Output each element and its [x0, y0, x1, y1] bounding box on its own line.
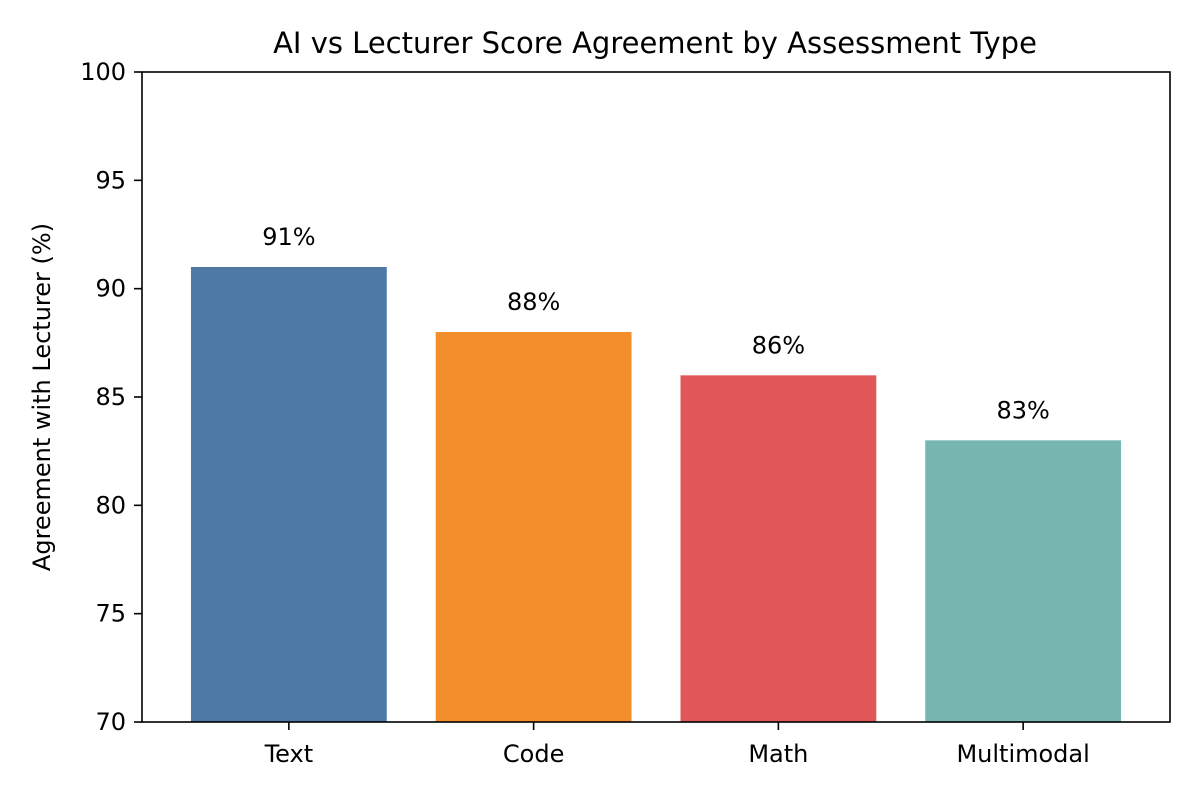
bar-math	[680, 375, 877, 722]
plot-area-frame	[141, 71, 1171, 723]
value-label-math: 86%	[752, 331, 805, 359]
x-tick-label-math: Math	[748, 740, 808, 768]
y-tick-label-85: 85	[95, 383, 126, 411]
y-tick-label-70: 70	[95, 708, 126, 736]
value-label-text: 91%	[262, 223, 315, 251]
bar-text	[190, 267, 387, 722]
y-tick-label-100: 100	[80, 58, 126, 86]
y-tick-label-75: 75	[95, 600, 126, 628]
x-axis-ticks: Text Code Math Multimodal	[264, 722, 1090, 768]
y-tick-label-95: 95	[95, 166, 126, 194]
x-tick-label-text: Text	[264, 740, 314, 768]
x-tick-label-code: Code	[503, 740, 564, 768]
bars-group	[190, 267, 1122, 722]
value-label-multimodal: 83%	[996, 396, 1049, 424]
y-tick-label-90: 90	[95, 275, 126, 303]
y-tick-label-80: 80	[95, 491, 126, 519]
y-axis-ticks: 70 75 80 85 90 95 100	[80, 58, 142, 736]
value-labels-group: 91% 88% 86% 83%	[262, 223, 1050, 424]
value-label-code: 88%	[507, 288, 560, 316]
bar-multimodal	[925, 440, 1122, 722]
x-tick-label-multimodal: Multimodal	[956, 740, 1089, 768]
chart-title: AI vs Lecturer Score Agreement by Assess…	[273, 26, 1037, 60]
bar-code	[435, 332, 632, 722]
y-axis-label: Agreement with Lecturer (%)	[28, 223, 56, 571]
